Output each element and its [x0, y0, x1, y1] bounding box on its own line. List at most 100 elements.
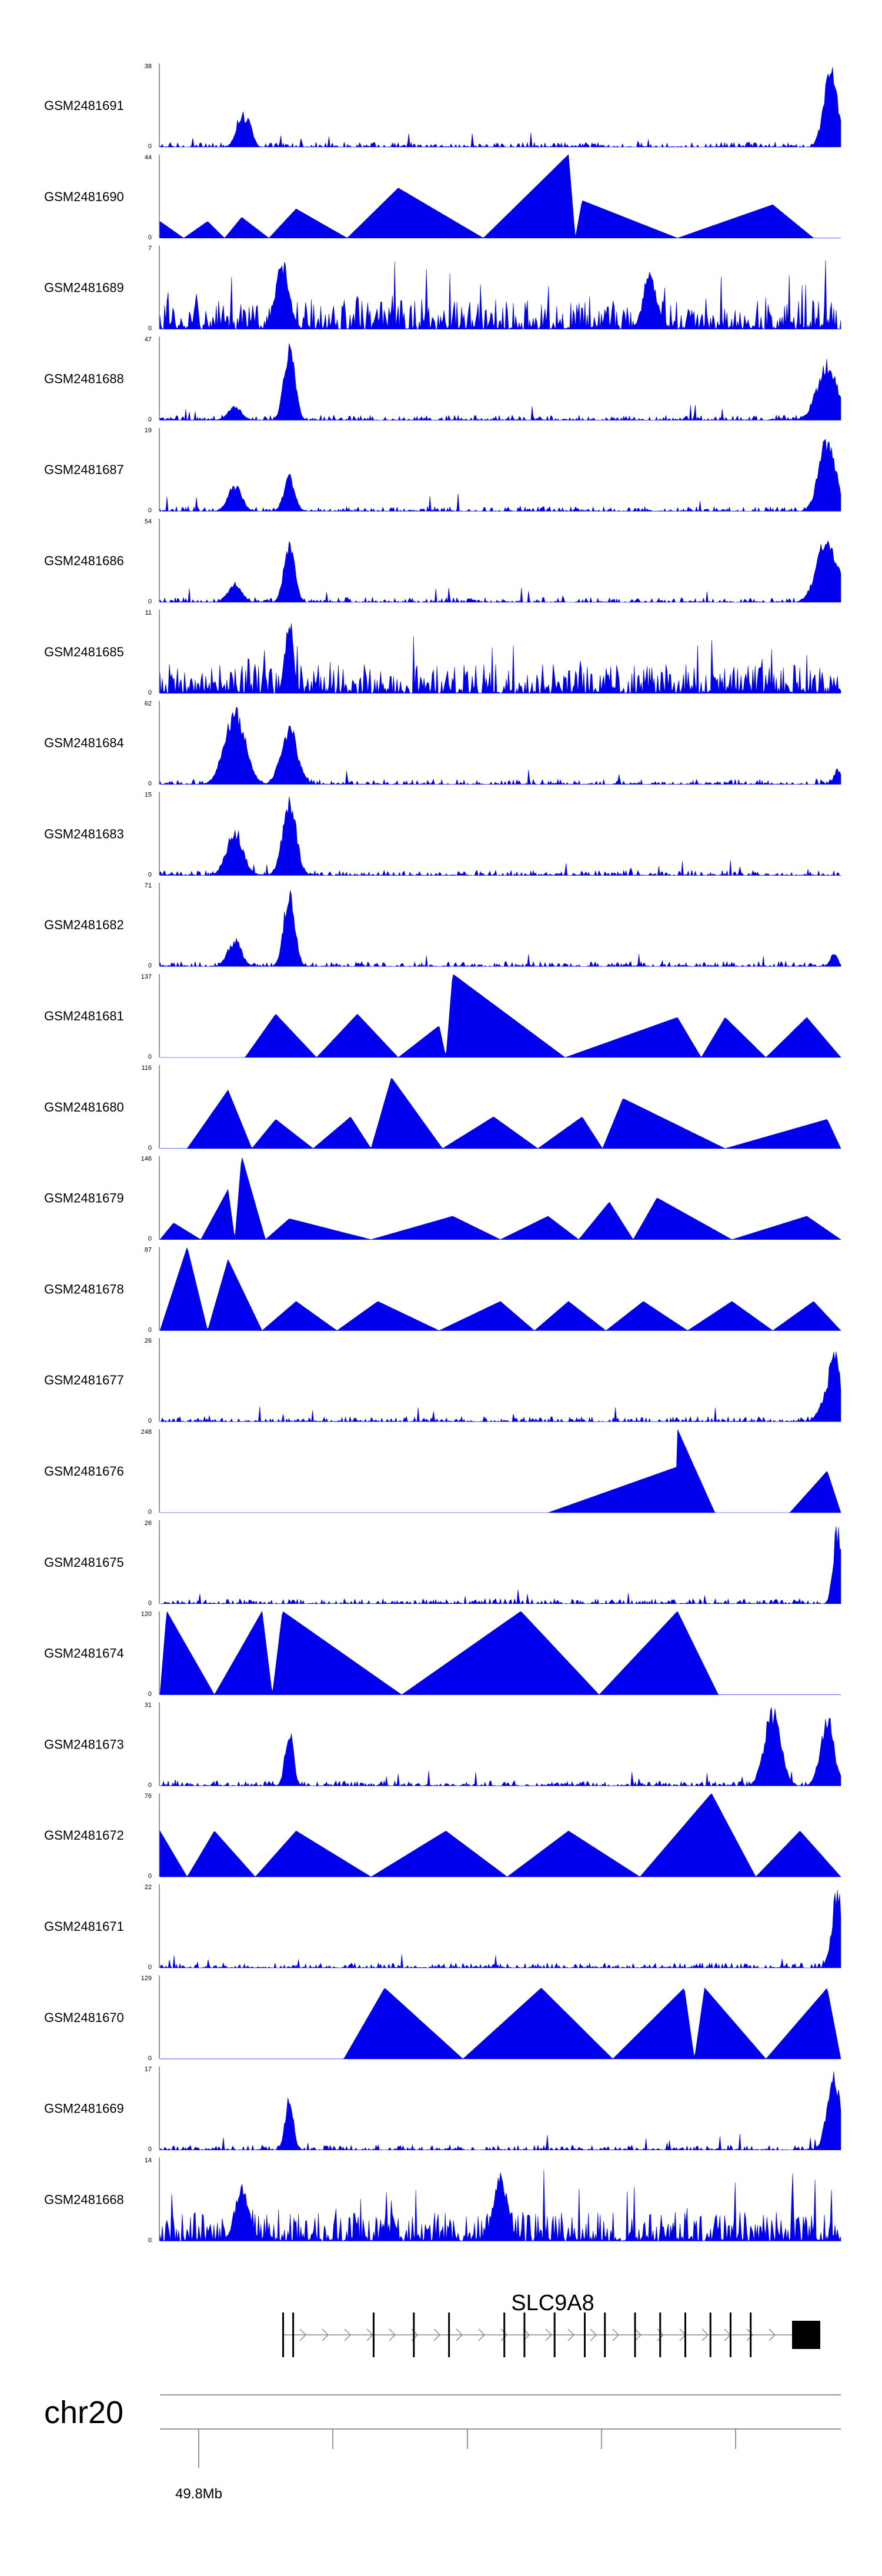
axis-layer: chr20 49.8Mb	[44, 2394, 841, 2502]
track-ymax-label: 22	[145, 1884, 152, 1891]
track-label: GSM2481673	[44, 1737, 124, 1751]
track-GSM2481676: GSM2481676 248 0	[44, 1429, 841, 1516]
track-label: GSM2481684	[44, 736, 124, 750]
track-ymin-label: 0	[148, 1144, 152, 1152]
track-GSM2481673: GSM2481673 31 0	[44, 1701, 841, 1788]
track-ymin-label: 0	[148, 1873, 152, 1880]
track-label: GSM2481689	[44, 281, 124, 295]
track-signal-area	[159, 1793, 841, 1877]
track-label: GSM2481670	[44, 2010, 124, 2025]
track-GSM2481678: GSM2481678 87 0	[44, 1246, 841, 1333]
gene-strand-arrow	[746, 2328, 753, 2341]
track-ymax-label: 47	[145, 336, 152, 343]
gene-exon	[448, 2313, 450, 2357]
gene-exon	[292, 2313, 295, 2357]
gene-strand-arrow	[322, 2328, 329, 2341]
track-label: GSM2481676	[44, 1464, 124, 1479]
track-ymin-label: 0	[148, 2146, 152, 2153]
track-ymin-label: 0	[148, 416, 152, 423]
track-signal-area	[159, 2170, 841, 2242]
track-signal-area	[160, 974, 841, 1058]
track-label: GSM2481675	[44, 1555, 124, 1570]
track-GSM2481677: GSM2481677 26 0	[44, 1337, 841, 1424]
track-GSM2481679: GSM2481679 146 0	[44, 1156, 841, 1243]
track-ymin-label: 0	[148, 1781, 152, 1788]
track-ymin-label: 0	[148, 507, 152, 514]
track-GSM2481688: GSM2481688 47 0	[44, 336, 841, 423]
gene-strand-arrow	[478, 2328, 485, 2341]
gene-strand-arrow	[769, 2328, 776, 2341]
track-label: GSM2481685	[44, 645, 124, 659]
gene-strand-arrow	[545, 2328, 552, 2341]
gene-layer: SLC9A8	[282, 2291, 820, 2357]
track-label: GSM2481682	[44, 917, 124, 932]
gene-exon	[634, 2313, 636, 2357]
track-ymin-label: 0	[148, 1509, 152, 1516]
track-GSM2481691: GSM2481691 38 0	[44, 63, 841, 150]
track-ymax-label: 19	[145, 427, 152, 434]
gene-strand-arrow	[299, 2328, 306, 2341]
track-label: GSM2481668	[44, 2192, 124, 2207]
track-label: GSM2481674	[44, 1646, 124, 1661]
track-signal-area	[159, 796, 841, 876]
gene-exon	[604, 2313, 606, 2357]
track-GSM2481672: GSM2481672 76 0	[44, 1793, 841, 1880]
track-label: GSM2481672	[44, 1828, 124, 1843]
track-signal-area	[159, 1707, 841, 1787]
gene-exon	[684, 2313, 686, 2357]
gene-exon	[584, 2313, 586, 2357]
gene-utr-block	[792, 2321, 820, 2349]
track-ymin-label: 0	[148, 234, 152, 241]
gene-strand-arrow	[567, 2328, 574, 2341]
track-signal-area	[159, 1352, 841, 1423]
track-label: GSM2481679	[44, 1191, 124, 1206]
track-ymin-label: 0	[148, 1417, 152, 1424]
track-ymin-label: 0	[148, 2055, 152, 2062]
track-label: GSM2481686	[44, 553, 124, 568]
gene-exon	[413, 2313, 415, 2357]
gene-strand-arrow	[344, 2328, 351, 2341]
track-ymax-label: 38	[145, 63, 152, 70]
track-label: GSM2481691	[44, 98, 124, 113]
track-ymax-label: 129	[141, 1975, 152, 1982]
gene-strand-arrow	[456, 2328, 463, 2341]
gene-exon	[282, 2313, 284, 2357]
track-signal-area	[160, 1078, 841, 1149]
gene-strand-arrow	[612, 2328, 619, 2341]
gene-name-label: SLC9A8	[511, 2291, 594, 2315]
track-label: GSM2481677	[44, 1373, 124, 1387]
track-signal-area	[159, 2071, 841, 2151]
track-ymax-label: 62	[145, 700, 152, 708]
gene-exon	[709, 2313, 711, 2357]
track-ymax-label: 71	[145, 882, 152, 889]
gene-exon	[372, 2313, 375, 2357]
track-signal-area	[159, 67, 841, 148]
track-ymin-label: 0	[148, 1326, 152, 1333]
track-ymax-label: 146	[141, 1156, 152, 1163]
track-signal-area	[159, 890, 841, 967]
track-GSM2481681: GSM2481681 137 0	[44, 973, 841, 1060]
track-ymax-label: 26	[145, 1337, 152, 1344]
tracks-layer: GSM2481691380GSM2481690440GSM248168970GS…	[44, 63, 841, 2244]
track-GSM2481686: GSM2481686 54 0	[44, 518, 841, 605]
track-ymax-label: 76	[145, 1793, 152, 1800]
track-ymax-label: 44	[145, 154, 152, 161]
track-ymin-label: 0	[148, 1600, 152, 1607]
track-ymax-label: 54	[145, 518, 152, 525]
track-ymin-label: 0	[148, 689, 152, 696]
track-signal-area	[159, 540, 841, 603]
track-ymax-label: 120	[141, 1611, 152, 1618]
track-label: GSM2481671	[44, 1919, 124, 1934]
track-ymin-label: 0	[148, 1236, 152, 1243]
axis-tick-label: 49.8Mb	[175, 2486, 222, 2502]
track-GSM2481687: GSM2481687 19 0	[44, 427, 841, 514]
track-ymax-label: 116	[141, 1065, 152, 1072]
track-signal-area	[159, 1610, 841, 1695]
track-GSM2481671: GSM2481671 22 0	[44, 1884, 841, 1971]
track-GSM2481683: GSM2481683 15 0	[44, 791, 841, 878]
track-ymax-label: 17	[145, 2066, 152, 2073]
track-ymax-label: 248	[141, 1429, 152, 1436]
track-ymin-label: 0	[148, 598, 152, 605]
track-GSM2481669: GSM2481669 17 0	[44, 2066, 841, 2153]
track-label: GSM2481687	[44, 462, 124, 477]
